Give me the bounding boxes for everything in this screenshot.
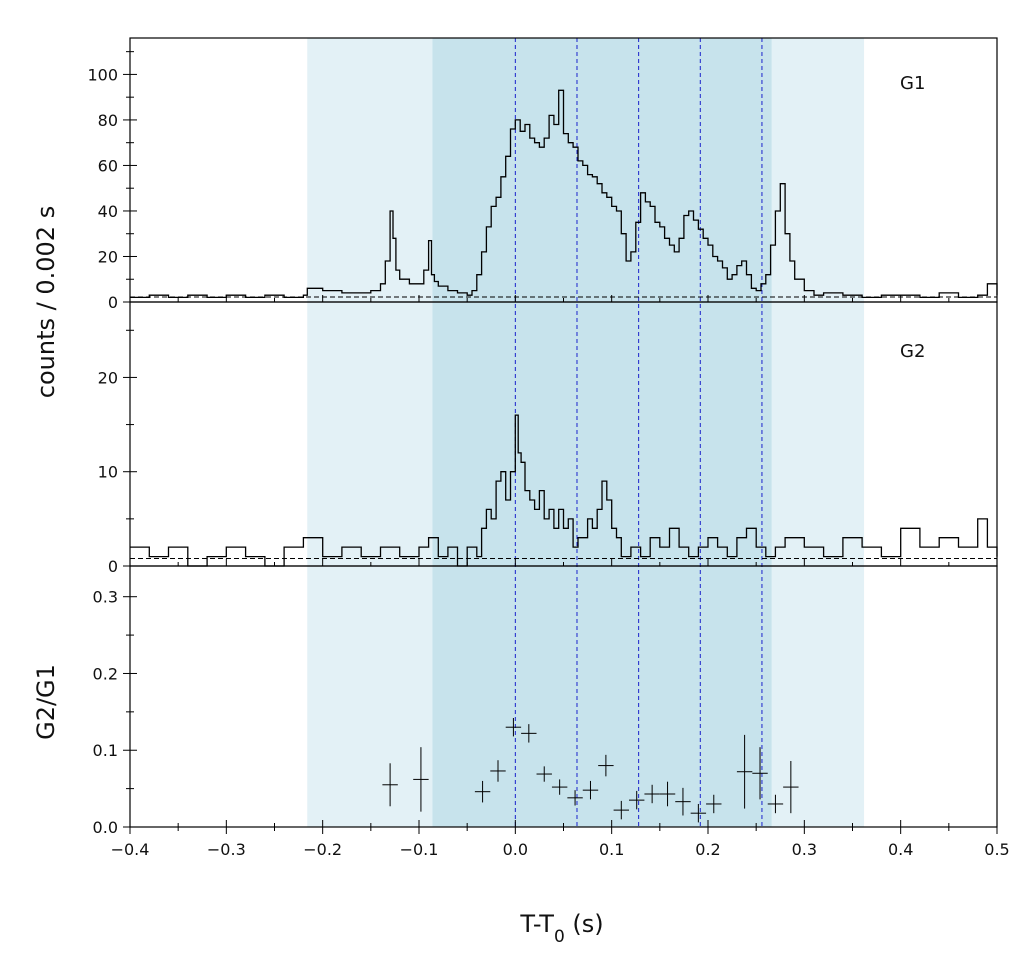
shaded-regions xyxy=(307,38,865,827)
y-axis-title-counts: counts / 0.002 s xyxy=(32,206,60,398)
y-tick-label: 0 xyxy=(108,557,118,576)
x-tick-label: −0.1 xyxy=(400,840,439,859)
y-tick-label: 60 xyxy=(98,156,118,175)
x-tick-label: 0.5 xyxy=(984,840,1009,859)
y-axis-title-ratio: G2/G1 xyxy=(32,664,60,740)
x-axis-title: T-T0 (s) xyxy=(519,910,603,947)
lightcurve-g1 xyxy=(130,89,998,299)
y-tick-label: 100 xyxy=(87,65,118,84)
x-tick-label: 0.1 xyxy=(599,840,624,859)
y-tick-label: 10 xyxy=(98,463,118,482)
x-tick-label: 0.0 xyxy=(503,840,528,859)
y-tick-label: 20 xyxy=(98,368,118,387)
y-tick-label: 0.3 xyxy=(93,588,118,607)
panel-label-g1: G1 xyxy=(900,73,925,94)
y-tick-label: 20 xyxy=(98,247,118,266)
panels xyxy=(130,89,998,823)
x-tick-label: 0.2 xyxy=(695,840,720,859)
y-tick-label: 0 xyxy=(108,293,118,312)
x-tick-label: −0.4 xyxy=(111,840,150,859)
lightcurve-g2 xyxy=(130,414,998,567)
y-tick-label: 40 xyxy=(98,202,118,221)
x-tick-label: 0.4 xyxy=(888,840,913,859)
x-tick-label: −0.2 xyxy=(303,840,342,859)
y-tick-label: 0.2 xyxy=(93,664,118,683)
axes: 0 20 40 60 80 100 0 10 20 0.0 0.1 0.2 0.3 −0.4 −0.3 −0.… xyxy=(87,37,1010,859)
dark-region xyxy=(432,38,772,827)
y-tick-label: 80 xyxy=(98,111,118,130)
x-tick-label: 0.3 xyxy=(792,840,817,859)
panel-label-g2: G2 xyxy=(900,341,925,362)
x-tick-label: −0.3 xyxy=(207,840,246,859)
y-tick-label: 0.0 xyxy=(93,818,118,837)
y-tick-label: 0.1 xyxy=(93,741,118,760)
